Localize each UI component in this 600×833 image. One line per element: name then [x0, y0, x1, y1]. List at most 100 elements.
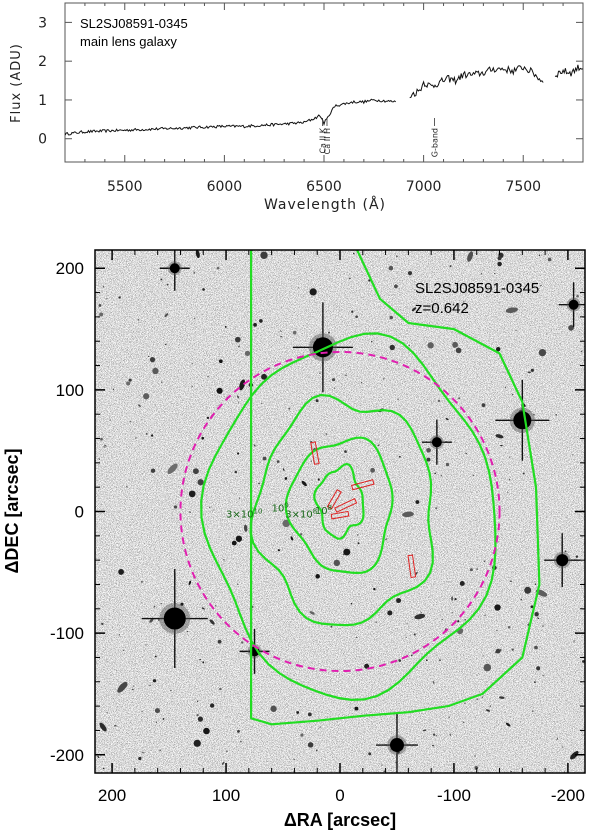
galaxy: [439, 659, 441, 661]
galaxy: [371, 340, 373, 343]
galaxy: [480, 273, 483, 275]
galaxy: [202, 288, 205, 291]
star: [389, 738, 404, 753]
galaxy: [464, 619, 466, 621]
galaxy: [495, 648, 501, 654]
dashed-circle: [179, 350, 501, 673]
galaxy: [258, 482, 261, 484]
galaxy: [432, 680, 435, 684]
galaxy: [126, 381, 131, 386]
galaxy: [464, 702, 466, 705]
galaxy: [350, 602, 353, 605]
galaxy: [463, 301, 465, 303]
galaxy: [575, 555, 579, 558]
galaxy: [349, 277, 351, 280]
galaxy: [582, 660, 585, 663]
sky-map-x-axis-label: ΔRA [arcsec]: [284, 810, 396, 830]
galaxy: [309, 611, 315, 615]
galaxy: [370, 467, 376, 473]
galaxy: [415, 571, 418, 575]
star: [513, 411, 532, 430]
galaxy: [217, 639, 222, 644]
galaxy: [261, 402, 263, 405]
galaxy: [118, 634, 120, 636]
galaxy: [445, 417, 449, 421]
galaxy: [148, 355, 150, 358]
galaxy: [307, 742, 314, 748]
galaxy: [143, 393, 150, 400]
spectrum-series: [65, 64, 583, 136]
bright-stars: [141, 250, 585, 773]
galaxy: [223, 559, 225, 561]
galaxy: [508, 479, 510, 481]
galaxy: [167, 463, 178, 474]
galaxy: [383, 378, 385, 380]
galaxy: [193, 317, 196, 319]
galaxy: [435, 507, 438, 510]
galaxy: [351, 310, 354, 313]
galaxy: [534, 681, 536, 684]
spectrum-frame: [64, 2, 584, 163]
galaxy: [331, 378, 336, 382]
sky-map-y-tick-label: -200: [50, 746, 84, 765]
galaxy: [173, 505, 178, 509]
galaxy: [497, 256, 502, 261]
galaxy: [221, 761, 225, 765]
spectrum-line: [65, 98, 397, 136]
sky-map-x-tick-label: -100: [437, 786, 471, 805]
galaxy: [241, 641, 244, 644]
galaxy: [504, 386, 507, 388]
galaxy: [129, 421, 131, 423]
sky-map-y-tick-label: 200: [56, 259, 84, 278]
galaxy: [425, 659, 428, 662]
galaxy: [556, 737, 559, 741]
galaxy: [394, 284, 398, 289]
galaxy: [539, 285, 542, 287]
galaxy: [361, 382, 363, 384]
galaxy: [160, 278, 163, 281]
galaxy: [530, 368, 534, 372]
sky-map-annotation-redshift: z=0.642: [415, 300, 469, 317]
galaxy: [280, 335, 283, 338]
galaxy: [226, 750, 228, 752]
galaxy: [484, 560, 486, 562]
galaxy: [432, 745, 435, 747]
galaxy: [489, 705, 491, 707]
galaxy: [373, 587, 376, 591]
galaxy: [469, 568, 473, 572]
galaxy: [316, 749, 318, 752]
spectral-line-label: Ca II H: [323, 128, 332, 154]
spectroscopic-slits: [310, 441, 417, 578]
galaxy: [216, 387, 223, 394]
slit: [351, 479, 375, 491]
galaxy: [555, 414, 557, 416]
galaxy: [542, 625, 544, 627]
galaxy: [150, 468, 156, 473]
galaxy: [570, 751, 579, 760]
galaxy: [315, 574, 320, 579]
galaxy: [422, 729, 427, 732]
galaxy: [481, 403, 486, 408]
spectrum-x-tick-label: 7500: [505, 179, 541, 195]
galaxy: [394, 490, 396, 492]
galaxy: [455, 347, 462, 354]
galaxy: [206, 416, 210, 419]
galaxy: [201, 607, 205, 610]
galaxy: [451, 596, 454, 601]
galaxy: [209, 506, 211, 509]
galaxy: [581, 350, 583, 353]
galaxy: [112, 388, 115, 390]
galaxy: [219, 687, 222, 691]
galaxy: [236, 452, 240, 455]
galaxy: [154, 708, 160, 714]
galaxy: [207, 375, 209, 378]
galaxy: [106, 298, 108, 300]
galaxy: [188, 490, 196, 498]
sky-map-x-tick-label: 0: [335, 786, 344, 805]
galaxy: [216, 266, 220, 270]
galaxy: [277, 549, 281, 552]
galaxy: [196, 713, 199, 717]
spectrum-annotation-object: SL2SJ08591-0345: [80, 16, 188, 31]
galaxy: [307, 712, 312, 717]
